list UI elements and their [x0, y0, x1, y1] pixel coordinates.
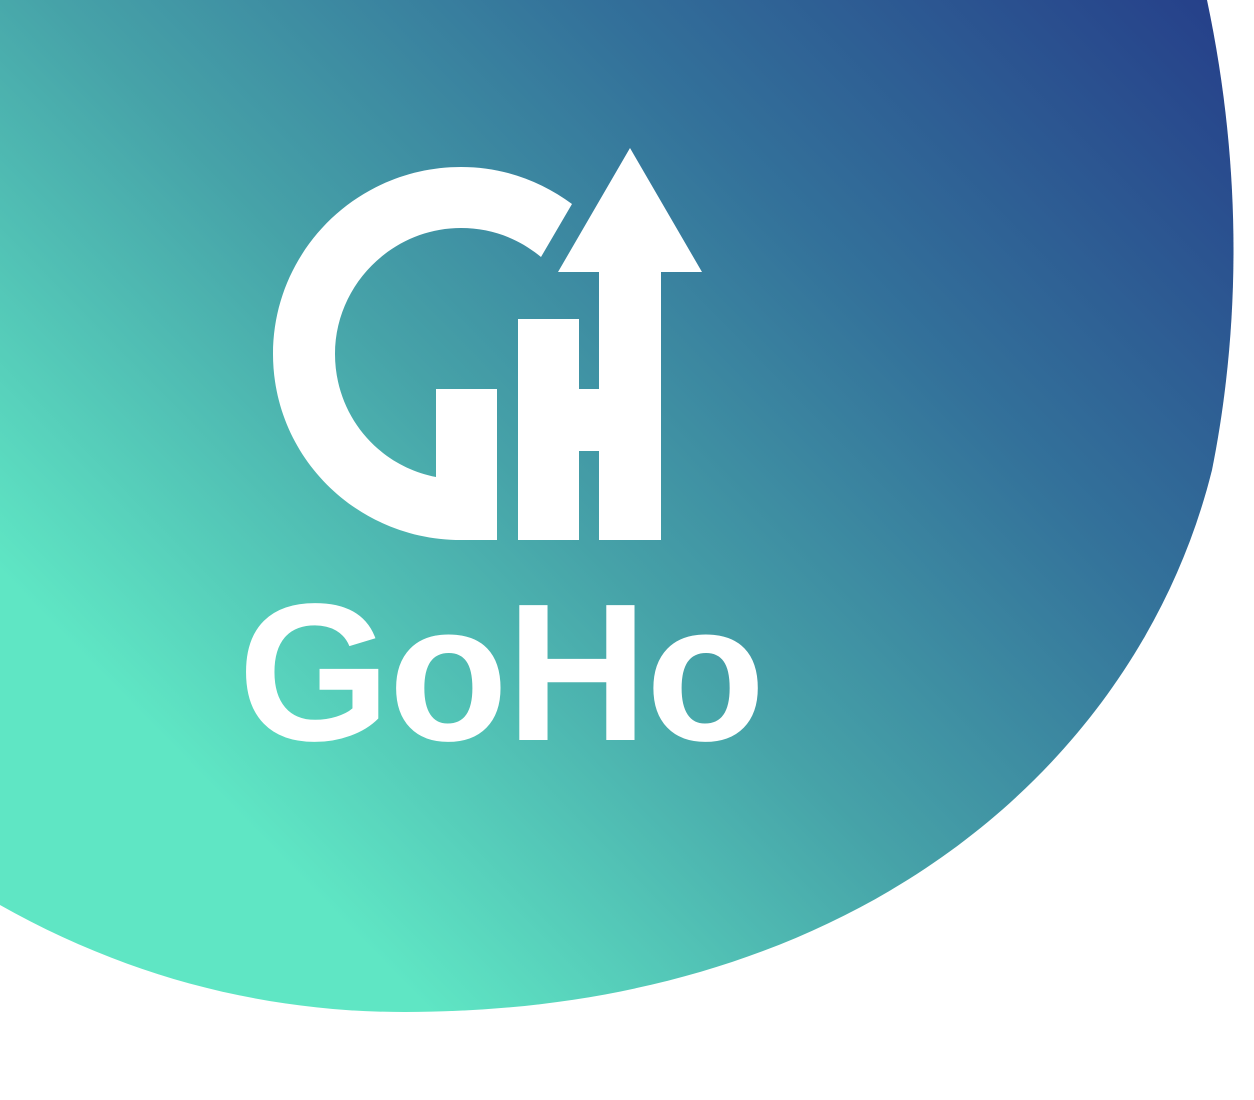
letter-g-shape	[273, 167, 572, 540]
letter-h-right-bar	[599, 268, 661, 540]
up-arrow-head	[558, 148, 702, 272]
letter-h-crossbar	[577, 389, 601, 451]
letter-h-left-bar	[518, 319, 579, 540]
brand-wordmark: GoHo	[238, 563, 765, 782]
